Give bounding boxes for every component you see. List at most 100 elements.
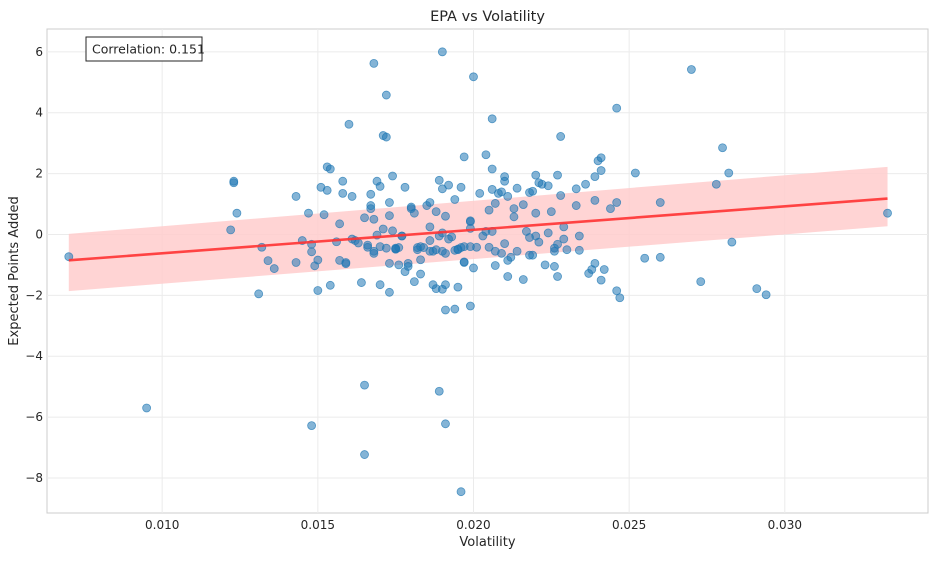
scatter-point bbox=[553, 170, 562, 180]
scatter-point bbox=[571, 201, 581, 210]
scatter-point bbox=[556, 191, 566, 200]
y-tick-label: −6 bbox=[25, 410, 43, 424]
scatter-point bbox=[447, 232, 457, 242]
correlation-annotation: Correlation: 0.151 bbox=[85, 36, 205, 62]
scatter-point bbox=[490, 199, 500, 208]
scatter-point bbox=[543, 228, 553, 238]
scatter-point bbox=[546, 207, 556, 217]
scatter-point bbox=[394, 260, 404, 270]
scatter-point bbox=[385, 198, 394, 207]
y-axis-ticks: 6 4 2 0 −2 −4 −6 −8 bbox=[25, 45, 43, 485]
scatter-point bbox=[883, 208, 892, 218]
scatter-point bbox=[335, 219, 345, 229]
scatter-point bbox=[531, 208, 541, 218]
scatter-point bbox=[512, 183, 522, 193]
scatter-point bbox=[640, 253, 650, 263]
scatter-point bbox=[441, 419, 450, 429]
scatter-point bbox=[724, 168, 734, 178]
y-tick-label: 4 bbox=[35, 106, 43, 120]
scatter-point bbox=[338, 176, 348, 186]
scatter-point bbox=[437, 47, 447, 57]
scatter-point bbox=[357, 278, 366, 287]
scatter-point bbox=[606, 204, 615, 213]
scatter-point bbox=[497, 248, 506, 258]
scatter-point bbox=[590, 172, 600, 182]
scatter-point bbox=[388, 171, 397, 181]
scatter-point bbox=[456, 182, 466, 192]
scatter-point bbox=[711, 179, 721, 189]
scatter-point bbox=[450, 195, 460, 204]
scatter-point bbox=[506, 252, 516, 262]
scatter-point bbox=[400, 182, 410, 192]
scatter-point bbox=[385, 258, 394, 268]
scatter-point bbox=[472, 242, 482, 252]
scatter-point bbox=[385, 287, 394, 297]
scatter-point bbox=[490, 261, 500, 270]
scatter-point bbox=[434, 175, 444, 185]
x-tick-label: 0.025 bbox=[612, 518, 646, 532]
scatter-point bbox=[444, 180, 453, 190]
scatter-point bbox=[291, 258, 301, 267]
scatter-point bbox=[291, 192, 301, 201]
scatter-point bbox=[388, 226, 397, 236]
scatter-point bbox=[465, 216, 475, 226]
scatter-point bbox=[534, 237, 544, 247]
scatter-point bbox=[484, 242, 494, 252]
scatter-point bbox=[409, 277, 419, 287]
y-tick-label: 6 bbox=[35, 45, 43, 59]
scatter-point bbox=[341, 258, 351, 267]
x-axis-ticks: 0.010 0.015 0.020 0.025 0.030 bbox=[145, 518, 802, 532]
annotation-text: Correlation: 0.151 bbox=[92, 42, 205, 57]
y-tick-label: 0 bbox=[35, 227, 43, 241]
scatter-point bbox=[590, 195, 600, 205]
scatter-point bbox=[469, 263, 478, 273]
scatter-point bbox=[469, 72, 478, 82]
scatter-point bbox=[375, 280, 385, 290]
scatter-point bbox=[599, 265, 609, 274]
scatter-point bbox=[718, 143, 727, 153]
scatter-point bbox=[307, 247, 317, 257]
scatter-point bbox=[581, 179, 590, 189]
scatter-point bbox=[366, 201, 376, 210]
scatter-point bbox=[369, 58, 379, 68]
scatter-point bbox=[630, 168, 640, 178]
y-tick-label: −4 bbox=[25, 349, 43, 363]
scatter-point bbox=[518, 200, 528, 210]
regression-line bbox=[68, 197, 888, 262]
scatter-point bbox=[543, 181, 553, 191]
y-tick-label: −8 bbox=[25, 471, 43, 485]
chart-title: EPA vs Volatility bbox=[430, 9, 545, 25]
scatter-point bbox=[459, 152, 469, 162]
scatter-point bbox=[369, 248, 379, 258]
scatter-point bbox=[381, 90, 391, 100]
scatter-point bbox=[425, 222, 435, 232]
scatter-point bbox=[304, 208, 313, 218]
y-axis-label: Expected Points Added bbox=[7, 196, 22, 345]
scatter-point bbox=[518, 275, 528, 284]
scatter-point bbox=[269, 264, 279, 273]
scatter-point bbox=[509, 212, 519, 222]
y-tick-label: 2 bbox=[35, 167, 43, 181]
scatter-point bbox=[655, 252, 665, 262]
scatter-point bbox=[500, 239, 510, 249]
scatter-point bbox=[434, 386, 444, 396]
scatter-point bbox=[503, 272, 513, 281]
x-tick-label: 0.020 bbox=[456, 518, 490, 532]
scatter-point bbox=[232, 208, 242, 218]
scatter-point bbox=[360, 450, 369, 459]
scatter-point bbox=[528, 250, 538, 260]
scatter-point bbox=[416, 269, 425, 279]
regression-line-layer bbox=[68, 197, 888, 262]
x-tick-label: 0.030 bbox=[768, 518, 802, 532]
scatter-point bbox=[381, 132, 391, 142]
scatter-point bbox=[353, 238, 363, 248]
scatter-point bbox=[347, 192, 357, 201]
scatter-point bbox=[416, 255, 425, 265]
scatter-point bbox=[313, 286, 323, 295]
scatter-point bbox=[615, 293, 625, 303]
scatter-point bbox=[425, 198, 435, 207]
x-tick-label: 0.015 bbox=[301, 518, 335, 532]
scatter-point bbox=[571, 184, 581, 194]
scatter-point bbox=[459, 257, 469, 267]
